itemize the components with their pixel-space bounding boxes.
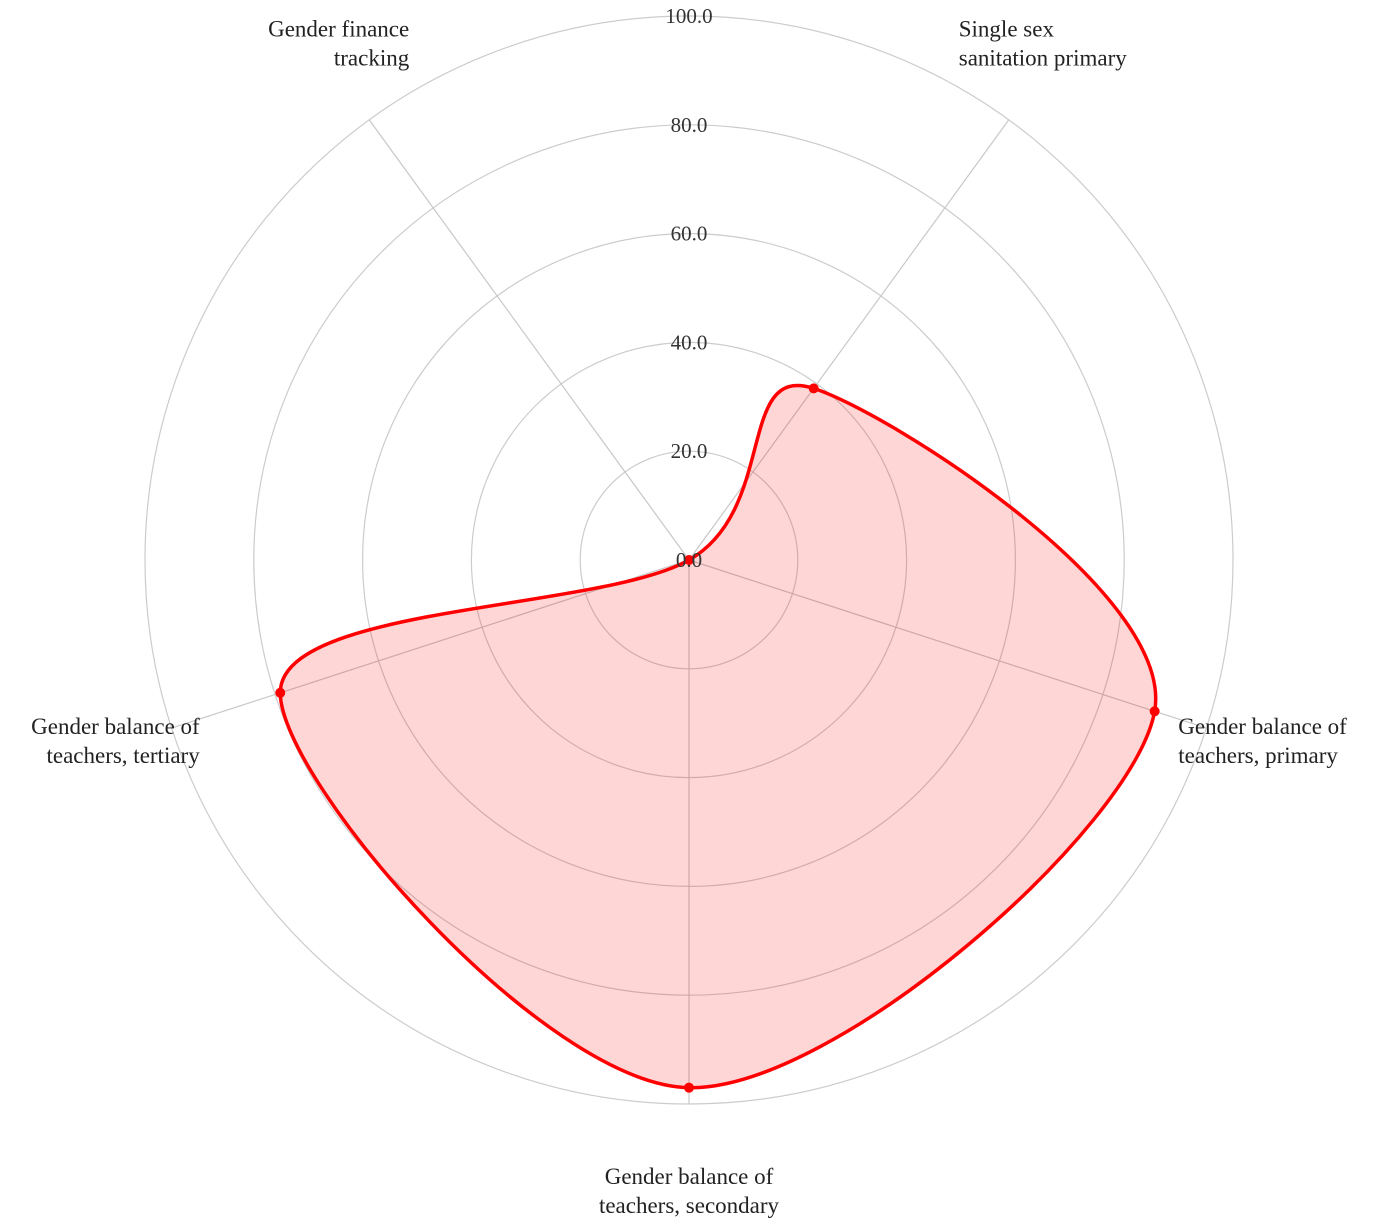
tick-layer: 0.0 20.0 40.0 60.0 80.0 100.0 [665, 4, 712, 572]
radial-tick-label: 40.0 [671, 330, 708, 354]
data-point-4 [275, 687, 286, 698]
axis-label-line: teachers, primary [1178, 743, 1338, 768]
series-layer [275, 383, 1160, 1093]
axis-label-3: Gender balance of teachers, secondary [599, 1164, 780, 1218]
axis-label-line: sanitation primary [959, 46, 1127, 71]
axis-label-line: Gender balance of [31, 714, 200, 739]
data-point-5 [684, 555, 694, 565]
axis-label-5: Gender finance tracking [268, 17, 410, 71]
series-area [278, 384, 1158, 1090]
spoke-2 [688, 559, 1207, 729]
axis-label-line: Single sex [959, 17, 1055, 42]
radial-tick-label: 60.0 [671, 222, 708, 246]
spoke-5 [368, 119, 690, 561]
axis-label-line: tracking [334, 46, 410, 71]
radial-tick-label: 20.0 [671, 439, 708, 463]
axis-label-line: Gender finance [268, 17, 409, 42]
data-point-1 [808, 383, 819, 394]
axis-label-2: Gender balance of teachers, primary [1178, 714, 1347, 768]
axis-label-line: teachers, secondary [599, 1193, 780, 1218]
grid-layer [144, 15, 1234, 1105]
radial-tick-label: 0.0 [676, 548, 702, 572]
radial-tick-label: 100.0 [665, 4, 712, 28]
axis-label-line: teachers, tertiary [46, 743, 200, 768]
axis-label-layer: Single sex sanitation primary Gender balan… [31, 17, 1347, 1218]
data-point-3 [684, 1082, 694, 1093]
axis-label-line: Gender balance of [1178, 714, 1347, 739]
data-point-2 [1149, 706, 1160, 717]
axis-label-1: Single sex sanitation primary [959, 17, 1127, 71]
radial-tick-label: 80.0 [671, 113, 708, 137]
axis-label-4: Gender balance of teachers, tertiary [31, 714, 200, 768]
axis-label-line: Gender balance of [605, 1164, 774, 1189]
